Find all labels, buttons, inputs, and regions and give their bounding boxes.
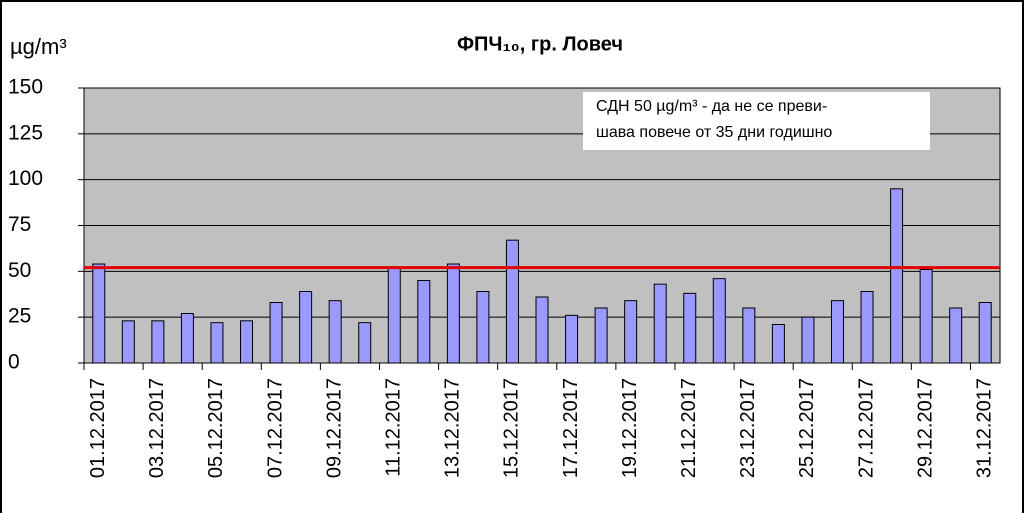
y-axis-label: µg/m³ xyxy=(10,34,67,59)
x-tick-label: 23.12.2017 xyxy=(737,378,759,478)
x-tick-label: 27.12.2017 xyxy=(855,378,877,478)
bar xyxy=(771,324,785,364)
y-tick-label: 125 xyxy=(8,121,43,144)
annotation: шава повече от 35 дни годишно xyxy=(596,124,832,141)
bar xyxy=(890,188,904,364)
bar xyxy=(387,267,401,364)
bar xyxy=(830,300,844,364)
bar xyxy=(919,269,933,364)
bar xyxy=(121,320,135,364)
x-tick-label: 21.12.2017 xyxy=(678,378,700,478)
bar xyxy=(151,320,165,364)
x-tick-label: 25.12.2017 xyxy=(796,378,818,478)
bar xyxy=(505,239,519,364)
bar xyxy=(978,302,992,364)
x-tick-label: 09.12.2017 xyxy=(323,378,345,478)
bar xyxy=(446,263,460,364)
x-tick-label: 05.12.2017 xyxy=(205,378,227,478)
x-tick-label: 17.12.2017 xyxy=(560,378,582,478)
x-tick-label: 13.12.2017 xyxy=(442,378,464,478)
bar xyxy=(535,296,549,364)
bar xyxy=(860,291,874,364)
annotation-box xyxy=(583,92,930,150)
bar xyxy=(624,300,638,364)
x-tick-label: 03.12.2017 xyxy=(146,378,168,478)
x-tick-label: 01.12.2017 xyxy=(87,378,109,478)
y-tick-label: 75 xyxy=(8,213,31,236)
y-tick-label: 100 xyxy=(8,167,43,190)
bar xyxy=(240,320,254,364)
y-tick-label: 50 xyxy=(8,259,31,282)
bar xyxy=(949,307,963,364)
x-tick-label: 31.12.2017 xyxy=(974,378,996,478)
bar xyxy=(594,307,608,364)
bar xyxy=(180,313,194,364)
x-tick-label: 29.12.2017 xyxy=(914,378,936,478)
bar xyxy=(92,263,106,364)
bar xyxy=(742,307,756,364)
bar xyxy=(683,292,697,364)
x-tick-label: 07.12.2017 xyxy=(264,378,286,478)
bar xyxy=(476,291,490,364)
bar xyxy=(328,300,342,364)
bar xyxy=(269,302,283,364)
bar xyxy=(358,322,372,364)
chart-title: ФПЧ₁₀, гр. Ловеч xyxy=(457,33,623,55)
x-tick-label: 19.12.2017 xyxy=(619,378,641,478)
x-tick-label: 11.12.2017 xyxy=(383,378,405,477)
bar xyxy=(801,316,815,364)
bar xyxy=(712,278,726,364)
bar xyxy=(653,283,667,364)
y-tick-label: 150 xyxy=(8,76,43,99)
x-tick-label: 15.12.2017 xyxy=(501,378,523,478)
bar xyxy=(210,322,224,364)
bar xyxy=(417,280,431,364)
y-tick-label: 0 xyxy=(8,351,20,374)
bar xyxy=(299,291,313,364)
y-tick-label: 25 xyxy=(8,305,31,328)
bar xyxy=(565,314,579,364)
annotation: СДН 50 µg/m³ - да не се преви- xyxy=(596,98,827,115)
